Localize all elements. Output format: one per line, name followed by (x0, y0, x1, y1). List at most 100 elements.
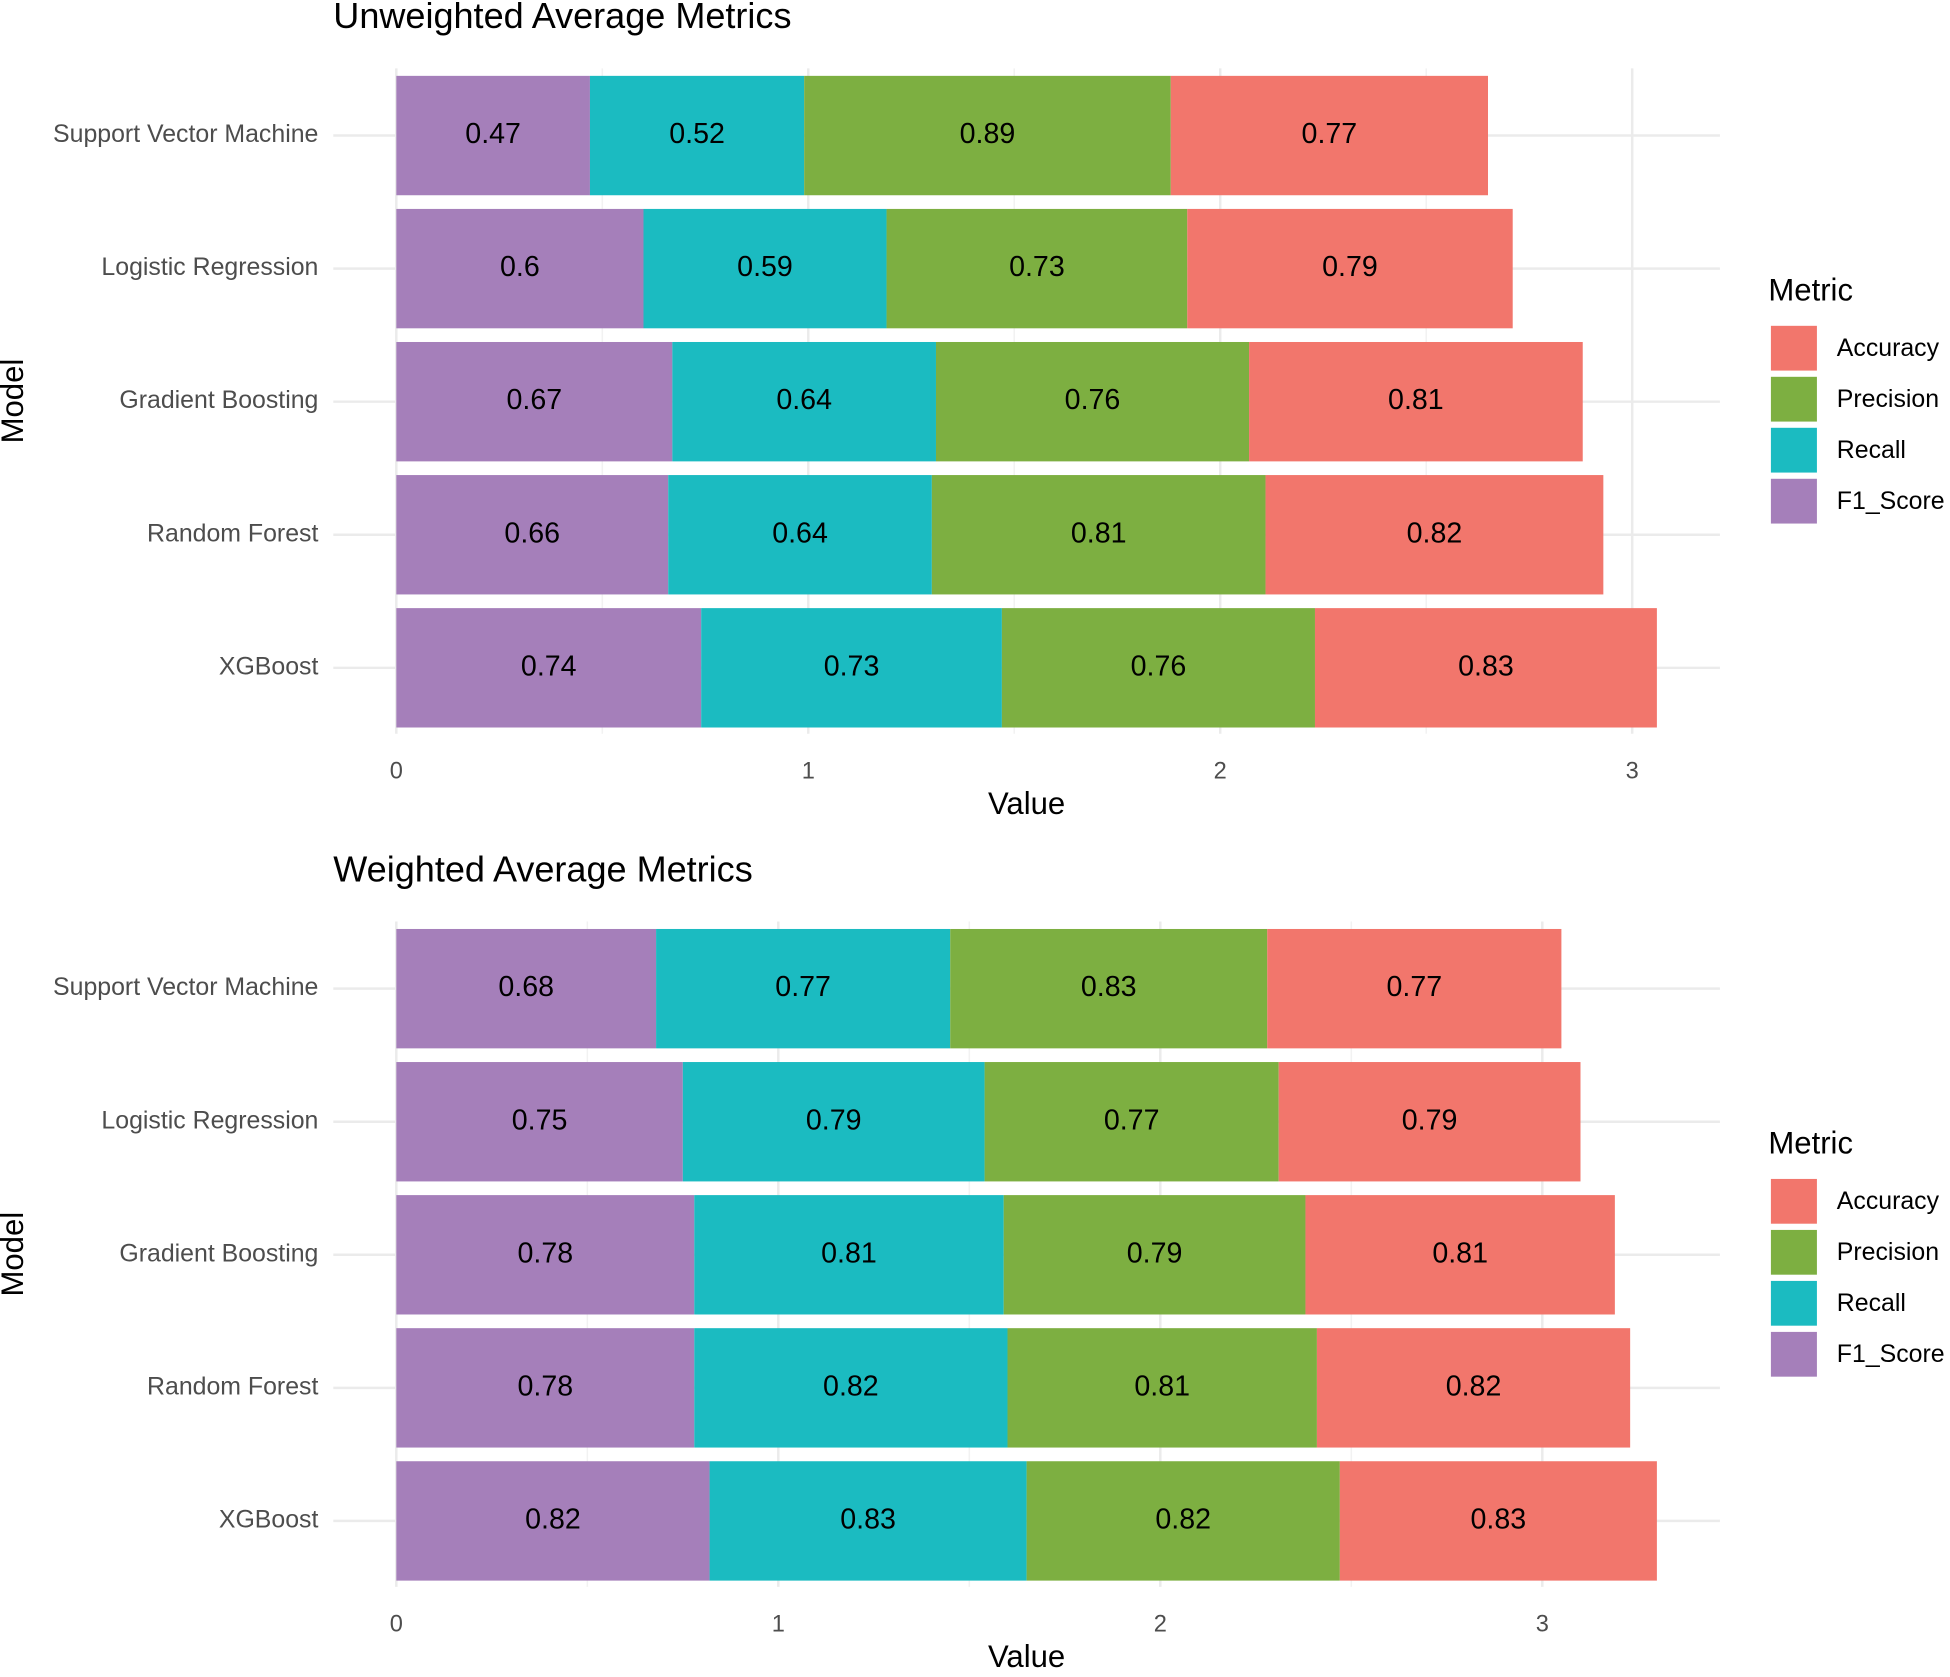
y-tick-label: XGBoost (219, 1505, 319, 1533)
legend-label: Precision (1837, 385, 1939, 413)
bar-segment (1001, 608, 1315, 728)
x-tick-label: 0 (390, 1612, 403, 1638)
data-label: 0.81 (1388, 384, 1444, 416)
data-label: 0.78 (517, 1237, 573, 1269)
data-label: 0.83 (1081, 971, 1137, 1003)
bar-segment (396, 1328, 695, 1448)
bar-segment (396, 75, 590, 196)
legend-label: Accuracy (1837, 1187, 1940, 1215)
chart-title: Weighted Average Metrics (333, 848, 752, 889)
y-tick-label: Support Vector Machine (53, 120, 318, 148)
bar-segment (1249, 341, 1583, 462)
data-label: 0.74 (521, 650, 577, 682)
bar-segment (396, 1461, 710, 1581)
bar-segment (396, 608, 702, 728)
y-tick-label: Support Vector Machine (53, 973, 318, 1001)
data-label: 0.82 (823, 1370, 879, 1402)
data-label: 0.77 (1302, 118, 1358, 150)
chart: Unweighted Average Metrics 0 1 2 3 Value Model… (0, 0, 1945, 821)
legend-label: F1_Score (1837, 1340, 1945, 1368)
legend-key (1770, 427, 1817, 473)
data-label: 0.79 (806, 1104, 862, 1136)
bar-segment (1007, 1328, 1317, 1448)
data-label: 0.81 (821, 1237, 877, 1269)
data-label: 0.76 (1131, 650, 1187, 682)
bar-segment (694, 1195, 1004, 1315)
bar-segment (709, 1461, 1027, 1581)
legend-title: Metric (1768, 272, 1853, 307)
data-label: 0.81 (1134, 1370, 1190, 1402)
data-label: 0.81 (1432, 1237, 1488, 1269)
legend-label: Recall (1837, 436, 1906, 464)
legend-label: Precision (1837, 1238, 1939, 1266)
bar-segment (656, 928, 951, 1049)
data-label: 0.79 (1127, 1237, 1183, 1269)
bar-segment (589, 75, 805, 196)
bar-segment (1026, 1461, 1340, 1581)
bar-segment (1265, 475, 1604, 595)
y-tick-label: Random Forest (147, 519, 318, 547)
bar-segment (1316, 1328, 1631, 1448)
bar-segment (950, 928, 1268, 1049)
y-tick-label: XGBoost (219, 652, 319, 680)
bar-segment (1267, 928, 1562, 1049)
y-tick-label: Logistic Regression (101, 253, 318, 281)
data-label: 0.73 (1009, 251, 1065, 283)
x-tick-label: 2 (1154, 1612, 1167, 1638)
data-label: 0.66 (504, 517, 560, 549)
x-axis-title: Value (988, 786, 1065, 821)
data-label: 0.79 (1402, 1104, 1458, 1136)
x-tick-label: 1 (802, 759, 815, 785)
bar-segment (396, 1195, 695, 1315)
bar-segment (396, 928, 657, 1049)
legend-label: F1_Score (1837, 487, 1945, 515)
legend-key (1770, 1229, 1817, 1275)
bar-segment (396, 475, 669, 595)
data-label: 0.77 (1387, 971, 1443, 1003)
legend-key (1770, 376, 1817, 422)
bar-segment (672, 341, 936, 462)
data-label: 0.83 (1458, 650, 1514, 682)
data-label: 0.75 (512, 1104, 568, 1136)
bar-segment (1339, 1461, 1657, 1581)
bar-segment (1278, 1062, 1581, 1182)
data-label: 0.59 (737, 251, 793, 283)
data-label: 0.82 (1407, 517, 1463, 549)
y-tick-label: Logistic Regression (101, 1106, 318, 1134)
x-axis-title: Value (988, 1639, 1065, 1674)
bar-segment (396, 208, 644, 329)
x-tick-label: 2 (1214, 759, 1227, 785)
y-tick-label: Gradient Boosting (119, 1239, 318, 1267)
chart: Weighted Average Metrics 0 1 2 3 Value Model Su… (0, 848, 1945, 1674)
y-axis-title: Model (0, 1212, 30, 1297)
bar-segment (396, 1062, 683, 1182)
bar-segment (1003, 1195, 1306, 1315)
data-label: 0.52 (669, 118, 725, 150)
bar-segment (396, 341, 673, 462)
data-label: 0.89 (960, 118, 1016, 150)
data-label: 0.64 (776, 384, 832, 416)
data-label: 0.82 (1446, 1370, 1502, 1402)
data-label: 0.82 (525, 1503, 581, 1535)
legend-label: Accuracy (1837, 334, 1940, 362)
bar-segment (1170, 75, 1488, 196)
legend-key (1770, 1280, 1817, 1326)
data-label: 0.76 (1065, 384, 1121, 416)
bar-segment (694, 1328, 1008, 1448)
data-label: 0.67 (507, 384, 563, 416)
data-label: 0.6 (500, 251, 540, 283)
data-label: 0.83 (1471, 1503, 1527, 1535)
legend-key (1770, 325, 1817, 371)
bar-segment (935, 341, 1250, 462)
bar-segment (701, 608, 1002, 728)
legend-key (1770, 1178, 1817, 1224)
bar-segment (682, 1062, 985, 1182)
data-label: 0.77 (775, 971, 831, 1003)
data-label: 0.77 (1104, 1104, 1160, 1136)
y-axis-title: Model (0, 359, 30, 444)
data-label: 0.73 (824, 650, 880, 682)
bar-segment (931, 475, 1266, 595)
bar-segment (984, 1062, 1279, 1182)
bar-segment (1314, 608, 1657, 728)
